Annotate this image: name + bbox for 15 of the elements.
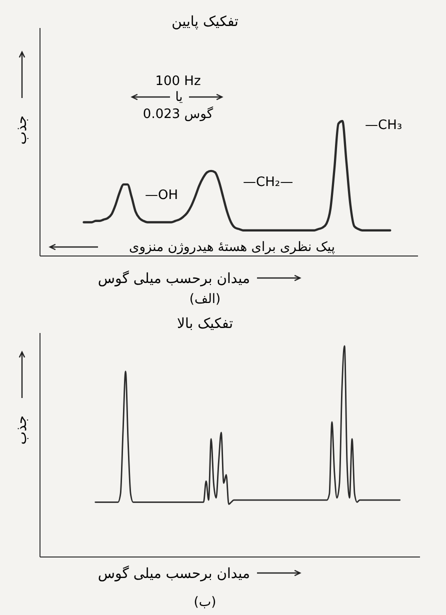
chart-title: تفکیک پایین xyxy=(172,14,239,30)
y-axis-title: جذب xyxy=(14,415,30,445)
text: یا xyxy=(175,90,184,105)
text: (ب) xyxy=(194,595,216,610)
y-axis-title: جذب xyxy=(14,115,30,145)
text: 100 Hz xyxy=(155,74,201,89)
annotation: —OH xyxy=(145,188,178,203)
annotation: پیک نظری برای هستهٔ هیدروژن منزوی xyxy=(129,240,336,255)
annotation: 0.023 گوس xyxy=(142,106,214,122)
chart-title: تفکیک بالا xyxy=(176,316,234,332)
annotation: —CH₂— xyxy=(243,175,294,190)
text: (الف) xyxy=(189,292,221,307)
x-axis-title: میدان برحسب میلی گوس xyxy=(98,565,250,582)
x-axis-title: میدان برحسب میلی گوس xyxy=(98,270,250,287)
annotation: —CH₃ xyxy=(365,118,402,133)
